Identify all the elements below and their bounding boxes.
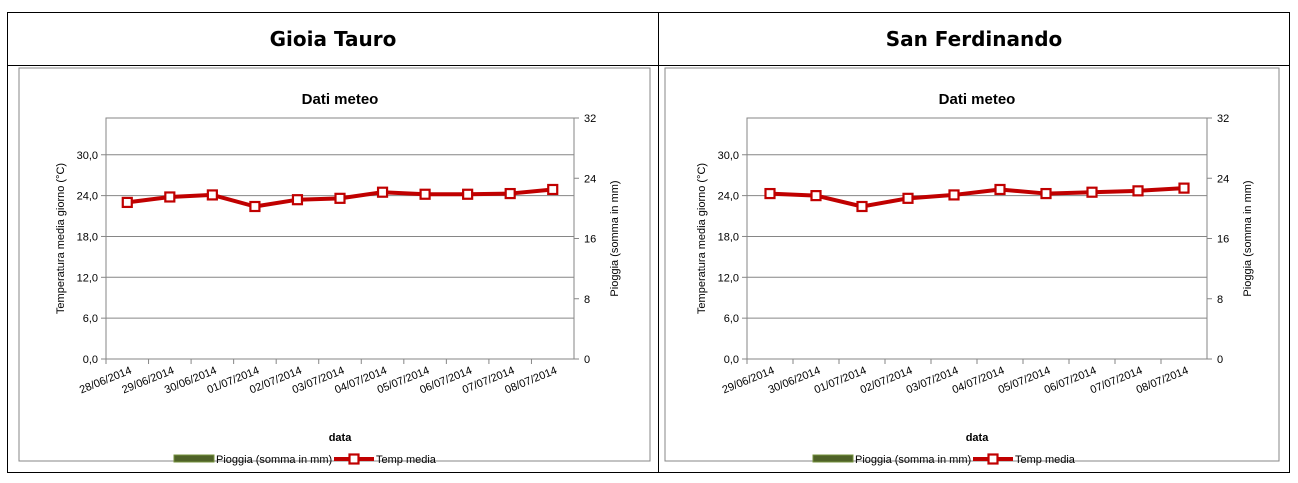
y-tick-label: 0,0 (724, 354, 739, 366)
y2-tick-label: 24 (1217, 173, 1229, 185)
y-axis-label: Temperatura media giorno (°C) (55, 163, 67, 314)
data-point (547, 183, 559, 196)
y-tick-label: 18,0 (718, 231, 739, 243)
data-point (249, 200, 261, 213)
data-point (419, 188, 431, 200)
y2-axis-label: Pioggia (somma in mm) (609, 180, 621, 296)
legend-swatch-pioggia (812, 454, 854, 463)
y-tick-label: 6,0 (83, 313, 98, 325)
y-tick-label: 0,0 (83, 354, 98, 366)
y-tick-label: 24,0 (718, 191, 739, 203)
heading-gioia-tauro: Gioia Tauro (7, 12, 659, 66)
series-line-temp-media (769, 186, 1185, 209)
legend-swatch-pioggia (173, 454, 215, 463)
data-point (376, 186, 389, 198)
data-point (948, 189, 960, 201)
chart-gioia-tauro: Dati meteo 0,0 6,0 12,0 18,0 24,0 30,0 0 8 16 24 32… (18, 67, 651, 466)
y2-tick-label: 16 (584, 234, 596, 246)
y-tick-label: 12,0 (718, 272, 739, 284)
y2-tick-label: 8 (584, 294, 590, 306)
data-point (206, 189, 218, 201)
y-axis-label: Temperatura media giorno (°C) (696, 163, 708, 314)
chart-frame (18, 67, 651, 462)
legend-label-pioggia: Pioggia (somma in mm) (216, 454, 332, 466)
data-point (1040, 187, 1052, 200)
data-point (334, 192, 346, 204)
data-point (1178, 182, 1190, 194)
cell-san-ferdinando: Dati meteo 0,0 6,0 12,0 18,0 24,0 30,0 0 8 16 24 32… (658, 65, 1290, 473)
data-point (164, 191, 176, 203)
x-axis-label: data (329, 432, 353, 444)
data-point (504, 187, 516, 200)
chart-title: Dati meteo (302, 91, 379, 108)
chart-title: Dati meteo (939, 91, 1016, 108)
x-axis-label: data (966, 432, 990, 444)
y-tick-label: 24,0 (77, 191, 98, 203)
y2-tick-label: 0 (1217, 354, 1223, 366)
data-point (856, 200, 868, 213)
y-tick-label: 6,0 (724, 313, 739, 325)
legend-label-temp-media: Temp media (376, 454, 437, 466)
comparison-table: Gioia Tauro San Ferdinando Dati meteo 0,0… (7, 12, 1290, 473)
data-point (994, 183, 1006, 196)
y2-tick-label: 24 (584, 173, 596, 185)
chart-frame (664, 67, 1280, 462)
data-point (764, 187, 776, 200)
data-point (462, 188, 474, 200)
data-point (291, 194, 304, 206)
legend-label-pioggia: Pioggia (somma in mm) (855, 454, 971, 466)
y2-tick-label: 32 (584, 113, 596, 125)
heading-san-ferdinando: San Ferdinando (658, 12, 1290, 66)
chart-san-ferdinando: Dati meteo 0,0 6,0 12,0 18,0 24,0 30,0 0 8 16 24 32… (664, 67, 1280, 466)
y-tick-label: 30,0 (718, 150, 739, 162)
y-tick-label: 30,0 (77, 150, 98, 162)
data-point (1086, 186, 1098, 198)
y2-tick-label: 8 (1217, 294, 1223, 306)
cell-gioia-tauro: Dati meteo 0,0 6,0 12,0 18,0 24,0 30,0 0 8 16 24 32… (7, 65, 659, 473)
legend-marker-temp-media (987, 453, 999, 465)
y-tick-label: 18,0 (77, 231, 98, 243)
data-point (810, 190, 822, 202)
data-point (902, 192, 914, 204)
data-point (1132, 185, 1144, 197)
y-tick-label: 12,0 (77, 272, 98, 284)
y2-tick-label: 16 (1217, 234, 1229, 246)
data-point (121, 196, 133, 209)
y2-tick-label: 32 (1217, 113, 1229, 125)
legend-label-temp-media: Temp media (1015, 454, 1076, 466)
y2-axis-label: Pioggia (somma in mm) (1242, 180, 1254, 296)
legend-marker-temp-media (348, 453, 360, 465)
y2-tick-label: 0 (584, 354, 590, 366)
